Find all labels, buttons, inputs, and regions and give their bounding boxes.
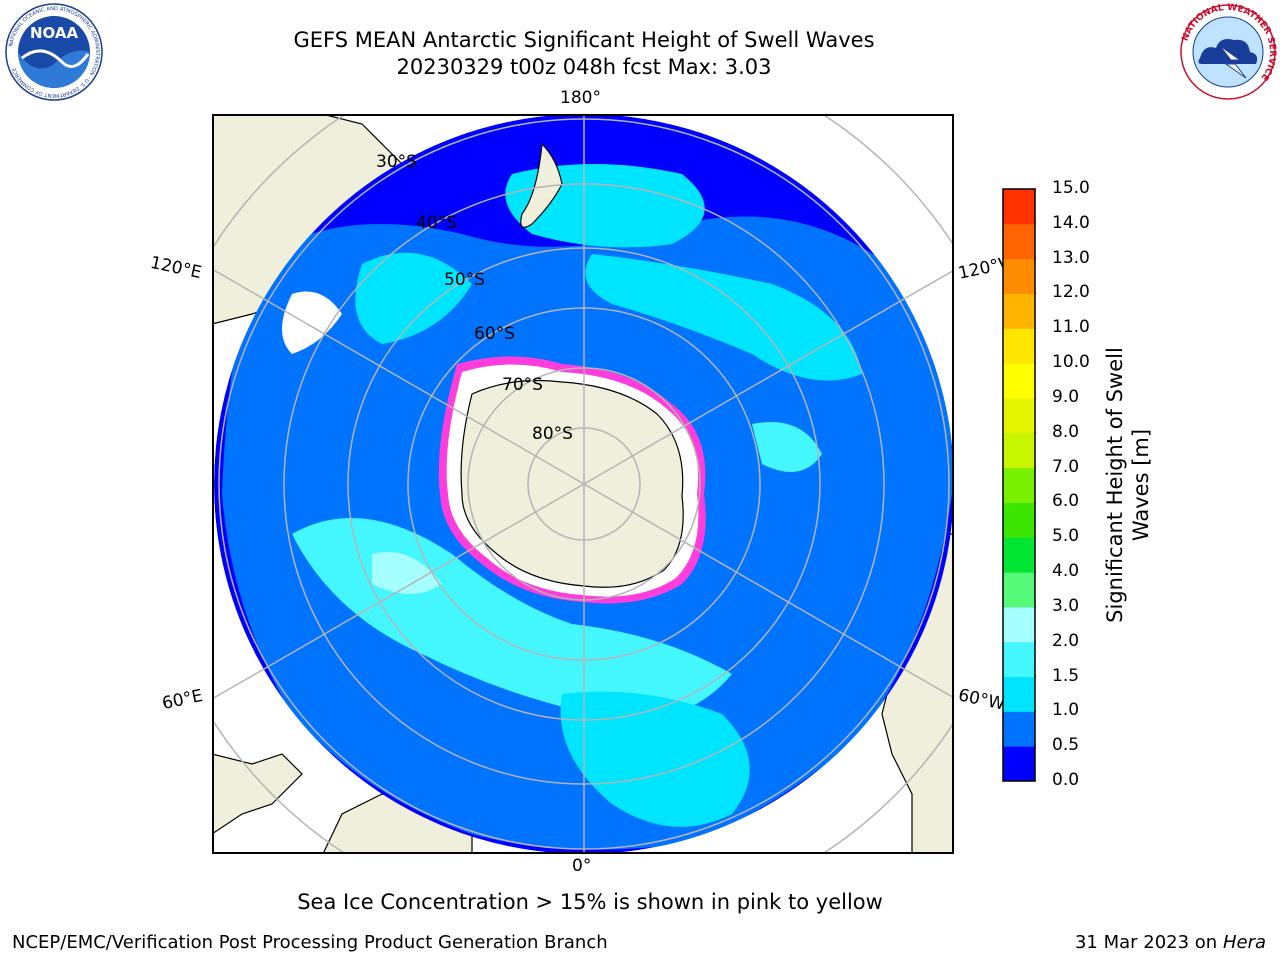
date-stamp: 31 Mar 2023 on Hera bbox=[1075, 932, 1266, 953]
madagascar-landmass bbox=[213, 753, 303, 835]
lon-label-0: 0° bbox=[572, 856, 592, 876]
colorbar-tick-label: 0.5 bbox=[1052, 735, 1080, 756]
lat-label-40s: 40°S bbox=[416, 213, 457, 233]
lat-label-30s: 30°S bbox=[376, 152, 417, 172]
colorbar-segment bbox=[1003, 711, 1035, 747]
colorbar-segment bbox=[1003, 189, 1035, 225]
colorbar-tick-label: 1.0 bbox=[1052, 700, 1080, 721]
colorbar-segment bbox=[1003, 641, 1035, 678]
sea-ice-note-text: Sea Ice Concentration > 15% is shown in … bbox=[297, 890, 883, 914]
colorbar bbox=[1002, 188, 1036, 782]
colorbar-tick-label: 8.0 bbox=[1052, 421, 1080, 442]
lat-label-60s: 60°S bbox=[474, 324, 515, 344]
colorbar-tick-label: 6.0 bbox=[1052, 491, 1080, 512]
colorbar-segment bbox=[1003, 397, 1035, 434]
lat-label-80s: 80°S bbox=[532, 424, 573, 444]
colorbar-frame bbox=[1002, 188, 1036, 782]
noaa-logo: NOAA NATIONAL OCEANIC AND ATMOSPHERIC AD… bbox=[5, 3, 103, 101]
colorbar-segment bbox=[1003, 328, 1035, 364]
lon-label-120e: 120°E bbox=[148, 252, 204, 284]
noaa-logo-text: NOAA bbox=[30, 24, 79, 42]
colorbar-segment bbox=[1003, 432, 1035, 469]
swell-band bbox=[585, 254, 862, 381]
sea-ice-note: Sea Ice Concentration > 15% is shown in … bbox=[0, 890, 1280, 914]
lon-label-60e: 60°E bbox=[160, 685, 205, 715]
colorbar-tick-label: 12.0 bbox=[1052, 282, 1090, 303]
swell-peak bbox=[372, 552, 442, 594]
swell-band bbox=[355, 252, 472, 344]
colorbar-segment bbox=[1003, 746, 1035, 782]
colorbar-segment bbox=[1003, 572, 1035, 608]
machine-name: Hera bbox=[1222, 932, 1266, 953]
colorbar-segment bbox=[1003, 258, 1035, 294]
nws-logo: NATIONAL WEATHER SERVICE bbox=[1180, 3, 1277, 100]
colorbar-segment bbox=[1003, 467, 1035, 503]
colorbar-segment bbox=[1003, 606, 1035, 643]
colorbar-label: Significant Height of Swell Waves [m] bbox=[1102, 305, 1154, 665]
colorbar-tick-label: 5.0 bbox=[1052, 526, 1080, 547]
polar-map bbox=[212, 114, 954, 854]
colorbar-segment bbox=[1003, 537, 1035, 573]
colorbar-segment bbox=[1003, 502, 1035, 538]
colorbar-segment bbox=[1003, 363, 1035, 399]
colorbar-tick-label: 4.0 bbox=[1052, 561, 1080, 582]
swell-band bbox=[560, 691, 750, 827]
new-zealand-landmass bbox=[520, 142, 563, 228]
lat-label-50s: 50°S bbox=[444, 270, 485, 290]
colorbar-tick-label: 1.5 bbox=[1052, 665, 1080, 686]
graticule bbox=[218, 114, 950, 854]
colorbar-tick-label: 11.0 bbox=[1052, 317, 1090, 338]
colorbar-tick-label: 3.0 bbox=[1052, 595, 1080, 616]
colorbar-tick-label: 15.0 bbox=[1052, 178, 1090, 198]
chart-subtitle: 20230329 t00z 048h fcst Max: 3.03 bbox=[396, 55, 772, 79]
lon-label-180: 180° bbox=[560, 88, 601, 108]
colorbar-tick-label: 9.0 bbox=[1052, 386, 1080, 407]
colorbar-tick-label: 10.0 bbox=[1052, 352, 1090, 373]
lat-label-70s: 70°S bbox=[502, 375, 543, 395]
colorbar-tick-label: 2.0 bbox=[1052, 630, 1080, 651]
map-frame bbox=[212, 114, 954, 854]
colorbar-segment bbox=[1003, 223, 1035, 260]
colorbar-tick-label: 0.0 bbox=[1052, 770, 1080, 790]
date-text: 31 Mar 2023 on bbox=[1074, 932, 1218, 953]
lon-label-60w: 60°W bbox=[956, 685, 1007, 715]
chart-title: GEFS MEAN Antarctic Significant Height o… bbox=[293, 28, 875, 52]
colorbar-tick-label: 13.0 bbox=[1052, 247, 1090, 268]
colorbar-label-line2: Waves [m] bbox=[1129, 428, 1153, 542]
colorbar-tick-label: 7.0 bbox=[1052, 456, 1080, 477]
antarctica-landmass bbox=[460, 379, 684, 588]
swell-band bbox=[752, 422, 822, 472]
ice-zone bbox=[282, 291, 342, 354]
colorbar-label-line1: Significant Height of Swell bbox=[1103, 347, 1127, 623]
colorbar-segment bbox=[1003, 676, 1035, 712]
colorbar-segment bbox=[1003, 293, 1035, 329]
lightning-icon bbox=[1219, 45, 1247, 79]
colorbar-tick-label: 14.0 bbox=[1052, 212, 1090, 233]
credit-text: NCEP/EMC/Verification Post Processing Pr… bbox=[12, 932, 608, 953]
